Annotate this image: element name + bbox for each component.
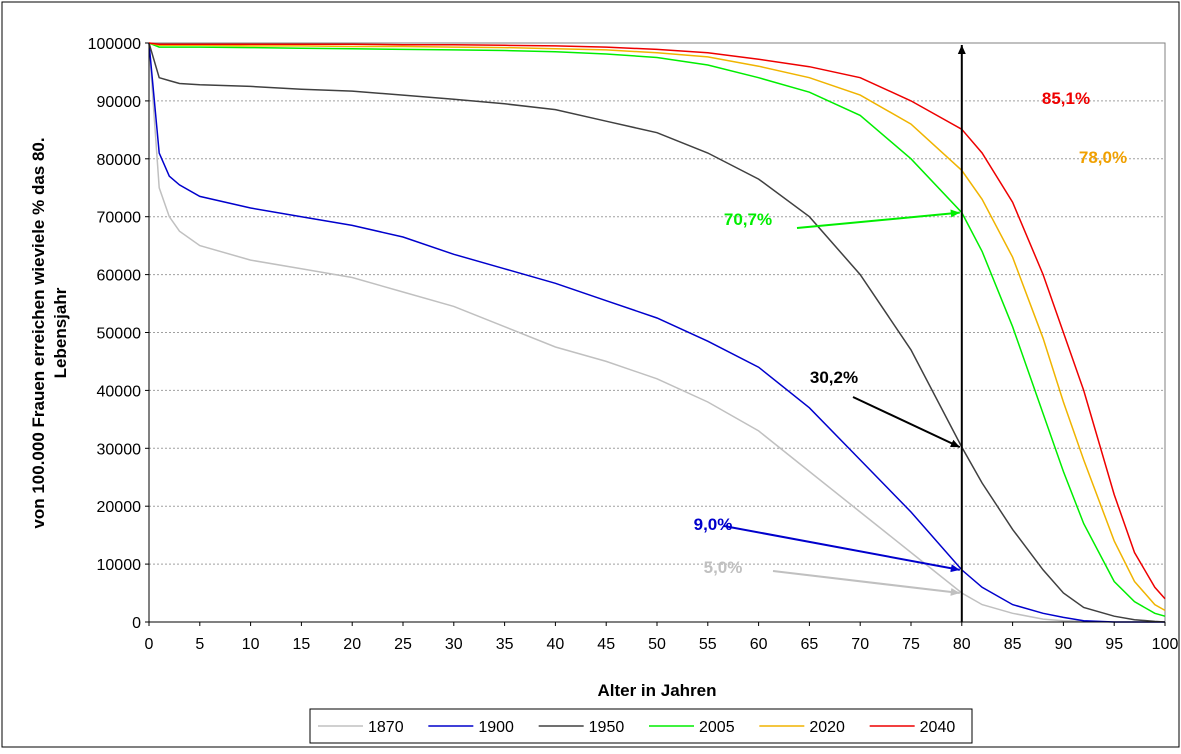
y-tick-label: 30000 xyxy=(97,441,142,458)
x-tick-label: 15 xyxy=(293,636,311,653)
annotation-arrow xyxy=(723,525,960,573)
annotation-label: 85,1% xyxy=(1042,89,1090,108)
annotation-label: 70,7% xyxy=(724,210,772,229)
x-axis-label: Alter in Jahren xyxy=(597,681,716,700)
legend-label-2005: 2005 xyxy=(699,719,735,736)
x-tick-label: 75 xyxy=(902,636,920,653)
y-tick-label: 90000 xyxy=(97,94,142,111)
y-tick-label: 100000 xyxy=(88,36,141,53)
annotation-label: 78,0% xyxy=(1079,148,1127,167)
y-tick-label: 50000 xyxy=(97,326,142,343)
legend-label-2040: 2040 xyxy=(920,719,956,736)
x-tick-label: 95 xyxy=(1105,636,1123,653)
legend-box xyxy=(309,708,973,744)
legend-label-1950: 1950 xyxy=(589,719,625,736)
series-line-2020 xyxy=(148,42,1166,612)
annotation-label: 9,0% xyxy=(694,515,733,534)
y-tick-label: 70000 xyxy=(97,210,142,227)
y-tick-label: 0 xyxy=(132,615,141,632)
annotation-arrow xyxy=(796,209,960,229)
x-tick-label: 65 xyxy=(801,636,819,653)
y-tick-label: 20000 xyxy=(97,499,142,516)
y-axis-label-line1: von 100.000 Frauen erreichen wieviele % … xyxy=(29,137,48,528)
x-tick-label: 85 xyxy=(1004,636,1022,653)
series-line-1900 xyxy=(148,42,1165,623)
x-tick-label: 25 xyxy=(394,636,412,653)
x-tick-label: 80 xyxy=(953,636,971,653)
y-tick-label: 60000 xyxy=(97,268,142,285)
y-tick-label: 80000 xyxy=(97,152,142,169)
series-line-1950 xyxy=(148,42,1166,623)
x-tick-label: 50 xyxy=(648,636,666,653)
annotation-arrow xyxy=(852,396,961,449)
legend-label-2020: 2020 xyxy=(809,719,845,736)
y-axis-label-line2: Lebensjahr xyxy=(51,287,70,378)
annotation-label: 30,2% xyxy=(810,368,858,387)
x-tick-label: 55 xyxy=(699,636,717,653)
y-tick-label: 10000 xyxy=(97,557,142,574)
series-line-2005 xyxy=(148,42,1166,617)
x-tick-label: 60 xyxy=(750,636,768,653)
x-tick-label: 0 xyxy=(145,636,154,653)
x-tick-label: 20 xyxy=(343,636,361,653)
series-line-1870 xyxy=(148,42,1165,623)
series-line-2040 xyxy=(148,42,1166,600)
annotation-arrow xyxy=(772,570,960,596)
x-tick-label: 30 xyxy=(445,636,463,653)
x-tick-label: 5 xyxy=(195,636,204,653)
x-tick-label: 70 xyxy=(851,636,869,653)
legend-label-1900: 1900 xyxy=(478,719,514,736)
x-tick-label: 100 xyxy=(1152,636,1179,653)
x-tick-label: 45 xyxy=(597,636,615,653)
annotation-label: 5,0% xyxy=(704,558,743,577)
y-tick-label: 40000 xyxy=(97,383,142,400)
legend-label-1870: 1870 xyxy=(368,719,404,736)
x-tick-label: 40 xyxy=(547,636,565,653)
x-tick-label: 10 xyxy=(242,636,260,653)
x-tick-label: 90 xyxy=(1055,636,1073,653)
x-tick-label: 35 xyxy=(496,636,514,653)
